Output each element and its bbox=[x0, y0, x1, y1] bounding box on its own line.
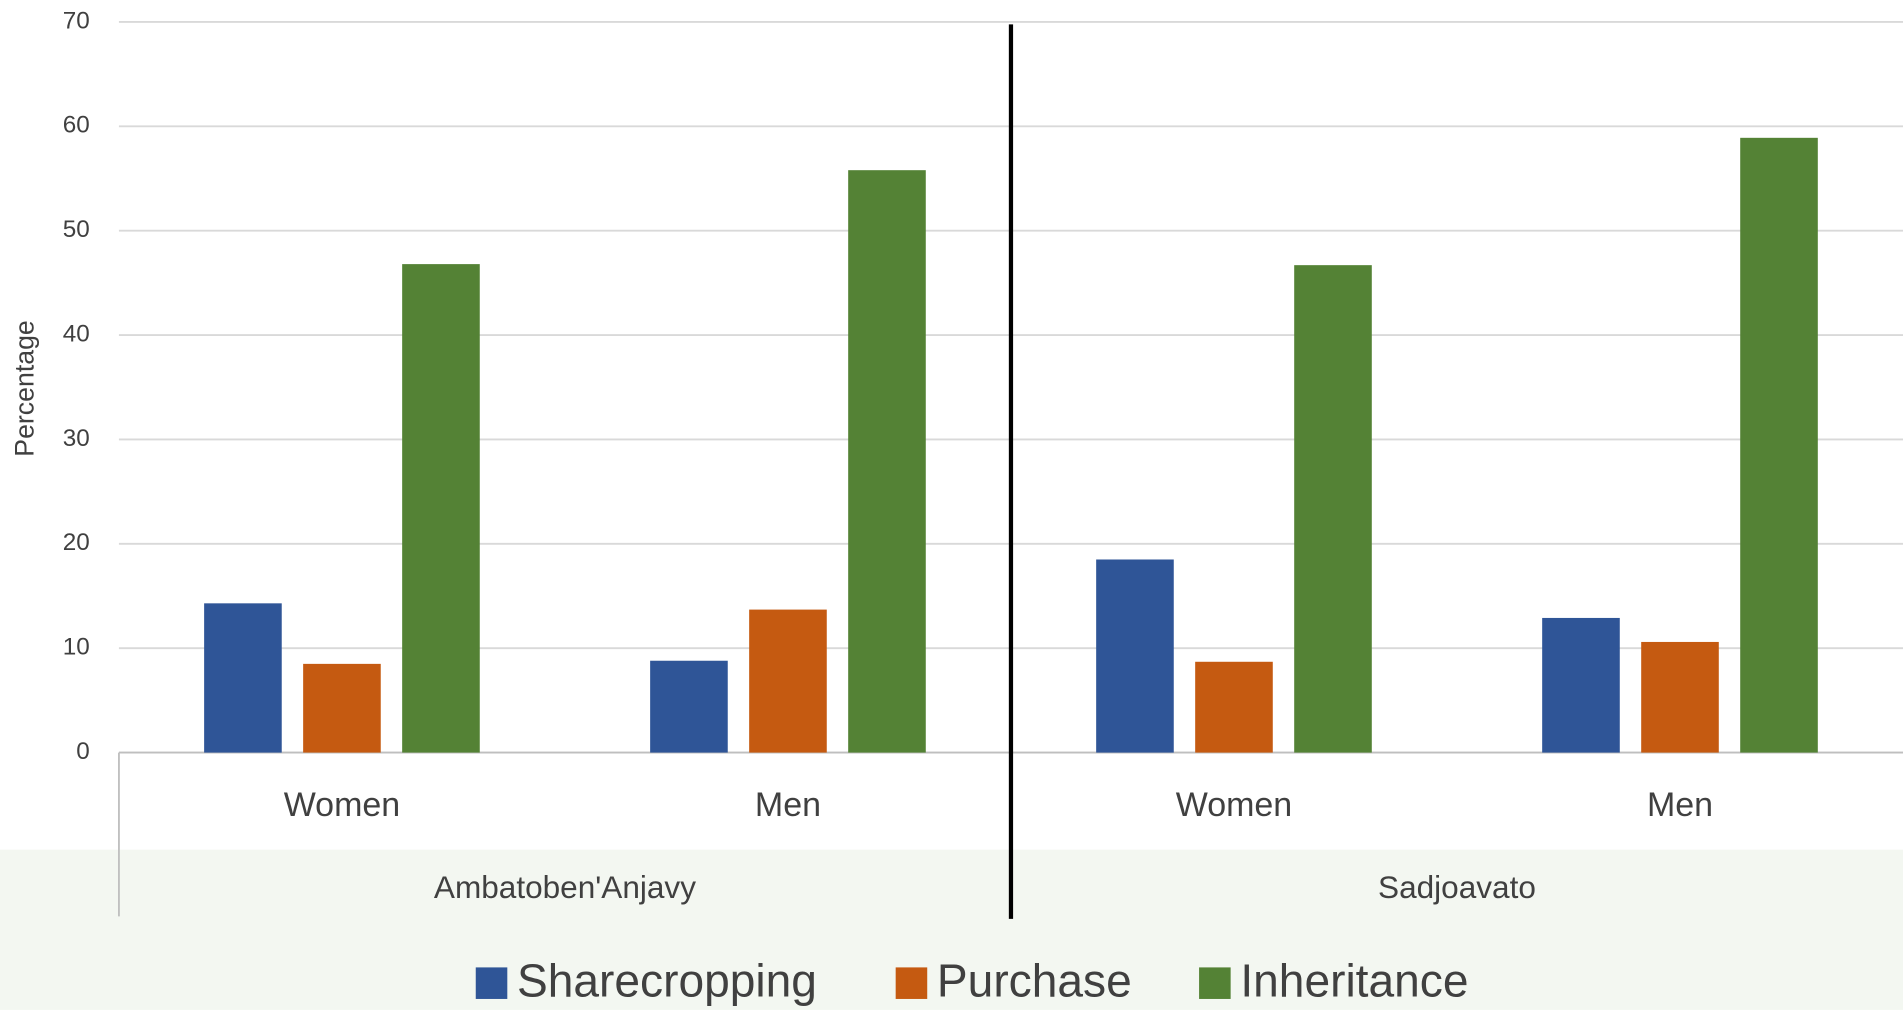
legend-swatch bbox=[1199, 967, 1231, 999]
bar bbox=[1740, 137, 1818, 753]
x-tick-label: Men bbox=[755, 786, 821, 824]
bar bbox=[204, 603, 282, 753]
y-tick-label: 30 bbox=[63, 425, 90, 452]
legend-label: Purchase bbox=[937, 955, 1132, 1007]
y-tick-label: 40 bbox=[63, 320, 90, 347]
bar bbox=[1641, 641, 1719, 753]
bar bbox=[1096, 559, 1174, 753]
bar bbox=[303, 663, 381, 753]
legend-swatch bbox=[895, 967, 928, 999]
y-tick-label: 50 bbox=[63, 216, 90, 243]
y-tick-label: 70 bbox=[63, 7, 90, 34]
bar bbox=[1542, 617, 1620, 753]
x-tick-label: Men bbox=[1647, 786, 1713, 824]
y-tick-label: 60 bbox=[63, 112, 90, 139]
bar bbox=[848, 170, 926, 753]
y-tick-label: 0 bbox=[76, 738, 90, 765]
y-tick-label: 20 bbox=[63, 529, 90, 556]
bar bbox=[749, 609, 827, 753]
bar bbox=[1195, 661, 1273, 753]
group-label: Ambatoben'Anjavy bbox=[434, 869, 696, 905]
legend-swatch bbox=[475, 967, 508, 999]
background-band bbox=[0, 849, 1903, 1010]
legend-label: Sharecropping bbox=[517, 955, 817, 1007]
y-axis-title: Percentage bbox=[10, 320, 40, 456]
bar bbox=[650, 660, 728, 753]
bar bbox=[1294, 265, 1372, 753]
x-tick-label: Women bbox=[1176, 786, 1292, 824]
bar bbox=[402, 264, 480, 753]
group-label: Sadjoavato bbox=[1378, 869, 1536, 905]
legend-label: Inheritance bbox=[1240, 955, 1468, 1007]
x-tick-label: Women bbox=[284, 786, 400, 824]
y-tick-label: 10 bbox=[63, 634, 90, 661]
